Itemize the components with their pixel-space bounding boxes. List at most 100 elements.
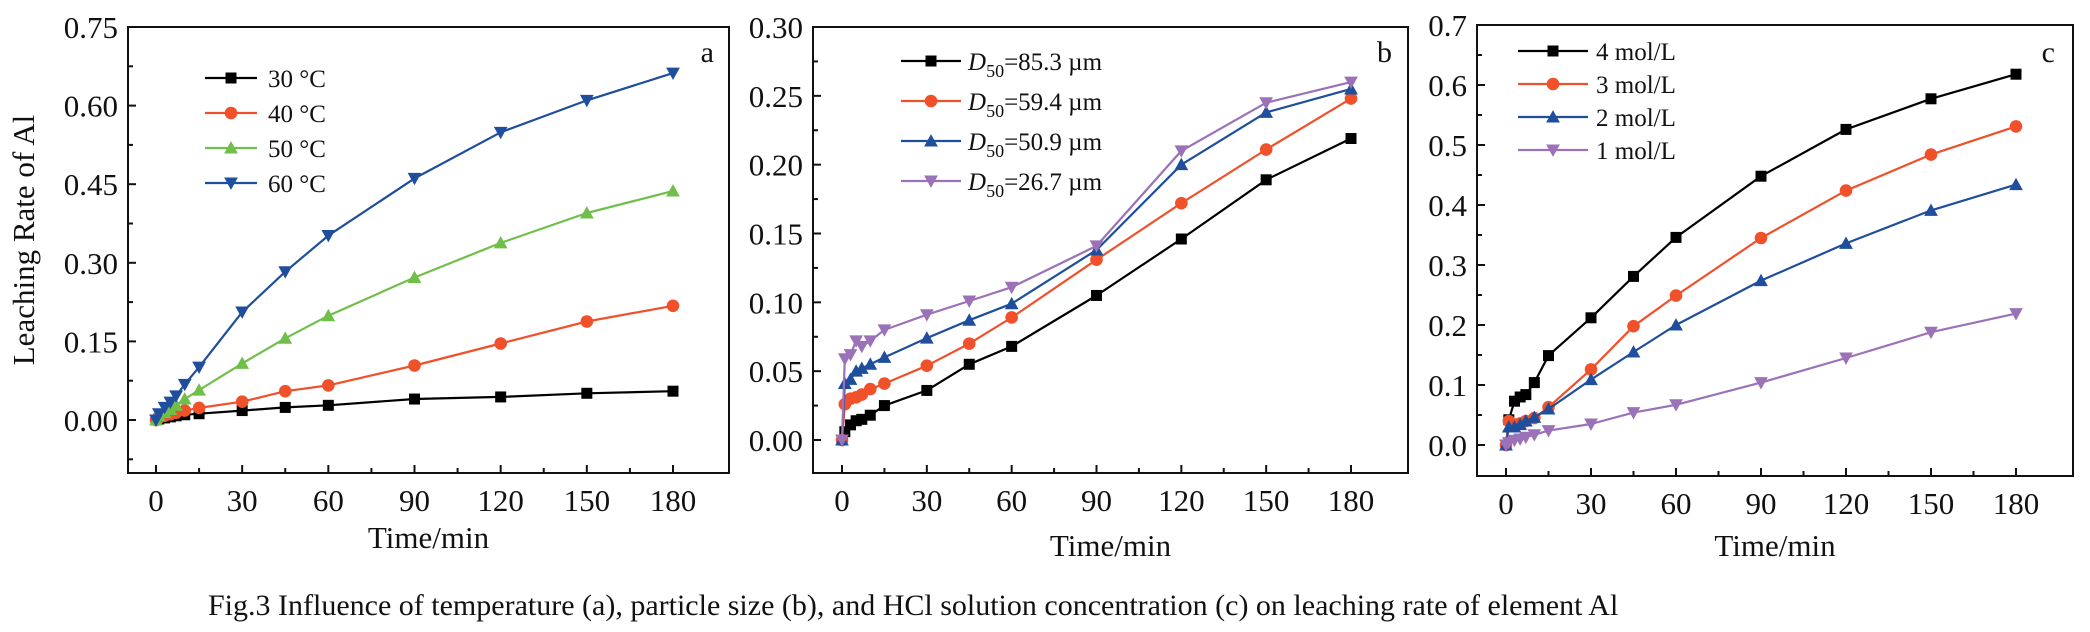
data-point (1543, 350, 1554, 362)
data-point (235, 306, 250, 319)
data-point (835, 434, 849, 447)
legend-label: D50=26.7 µm (967, 169, 1103, 201)
legend-label: 60 °C (268, 171, 326, 198)
legend-label: D50=50.9 µm (967, 129, 1103, 161)
data-point (919, 309, 934, 322)
data-point (178, 404, 192, 417)
legend-item: D50=59.4 µm (901, 89, 1103, 121)
y-tick-label: 0.00 (749, 423, 803, 458)
data-point (1005, 311, 1018, 324)
chart-panel-b: 0.00 0.05 0.10 0.15 0.20 0.25 0.30 0 30 60 90 120 15… (749, 10, 1409, 563)
data-point (1513, 417, 1528, 431)
legend-label: 40 °C (268, 101, 326, 128)
legend-item: 60 °C (205, 171, 326, 198)
plot-frame (812, 26, 1409, 474)
series-3 (149, 184, 680, 426)
data-point (1839, 236, 1853, 249)
data-point (850, 415, 862, 427)
data-point (1004, 281, 1019, 295)
data-point (1527, 410, 1542, 423)
y-tick-label: 0.25 (749, 79, 803, 114)
legend-item: 50 °C (205, 136, 326, 163)
data-point (177, 392, 192, 405)
plot-frame (127, 26, 730, 474)
data-point (1259, 105, 1274, 118)
y-tick-label: 0.5 (1428, 128, 1467, 163)
data-point (1541, 402, 1556, 415)
data-point (1090, 253, 1103, 266)
data-point (863, 357, 878, 370)
y-tick-label: 0.20 (749, 148, 803, 183)
data-point (192, 383, 206, 396)
x-tick-label: 150 (1243, 483, 1290, 518)
data-point (1527, 429, 1542, 442)
legend-item: 3 mol/L (1518, 72, 1676, 99)
data-point (322, 399, 334, 411)
data-point (843, 372, 858, 385)
data-point (854, 340, 869, 354)
data-point (279, 401, 291, 413)
data-point (1345, 133, 1357, 145)
x-tick-label: 60 (1661, 486, 1692, 521)
x-tick-label: 90 (399, 483, 430, 518)
y-tick-label: 0.10 (749, 285, 803, 320)
data-point (1628, 270, 1639, 282)
data-point (1518, 414, 1533, 427)
data-point (920, 359, 934, 372)
data-point (2010, 68, 2022, 80)
legend-label: 2 mol/L (1596, 105, 1676, 132)
data-point (151, 408, 166, 421)
legend-label: 50 °C (268, 136, 326, 163)
y-tick-label: 0.6 (1428, 68, 1467, 103)
data-point (1259, 143, 1273, 156)
series-line (155, 189, 674, 421)
data-point (2009, 120, 2023, 133)
data-point (1669, 399, 1683, 412)
x-tick-label: 30 (1576, 486, 1607, 521)
data-point (1006, 340, 1018, 352)
data-point (409, 393, 420, 405)
x-tick-label: 60 (313, 483, 344, 518)
legend-item: D50=50.9 µm (901, 129, 1103, 161)
data-point (321, 308, 336, 322)
legend-marker (924, 94, 938, 108)
series-3 (1499, 177, 2023, 451)
legend: 4 mol/L 3 mol/L 2 mol/L 1 mol/L (1518, 39, 1676, 165)
data-point (962, 295, 977, 308)
legend-marker (224, 141, 238, 154)
chart-panel-c: 0.0 0.1 0.2 0.3 0.4 0.5 0.6 0.7 0 30 60 90 120 150 180… (1428, 8, 2074, 563)
data-point (1924, 326, 1938, 340)
legend-marker (1547, 45, 1559, 57)
y-tick-label: 0.60 (64, 89, 118, 124)
data-point (169, 398, 183, 411)
x-tick-label: 30 (227, 483, 258, 518)
data-point (877, 324, 892, 337)
legend-marker (1546, 110, 1560, 123)
data-point (1175, 196, 1188, 210)
data-point (192, 361, 206, 374)
x-tick-label: 180 (1328, 483, 1375, 518)
data-point (1509, 395, 1520, 407)
x-tick-label: 120 (1158, 483, 1205, 518)
series-4 (835, 76, 1358, 447)
panel-letter: b (1377, 36, 1392, 69)
legend-marker (225, 72, 237, 84)
y-tick-label: 0.0 (1428, 428, 1467, 463)
data-point (1840, 123, 1852, 135)
data-point (843, 349, 858, 362)
data-point (163, 396, 178, 410)
legend-item: 1 mol/L (1518, 138, 1676, 165)
x-axis-title: Time/min (1050, 528, 1172, 563)
legend: D50=85.3 µm D50=59.4 µm D50=50.9 µm D50=26.… (901, 49, 1103, 201)
data-point (581, 387, 593, 399)
data-point (1584, 363, 1598, 376)
panel-letter: a (701, 36, 714, 69)
data-point (1514, 391, 1526, 403)
y-tick-label: 0.30 (64, 246, 118, 281)
data-point (667, 385, 679, 397)
series-2 (835, 92, 1358, 447)
data-point (1670, 231, 1682, 243)
data-point (1754, 273, 1768, 287)
data-point (962, 313, 977, 326)
